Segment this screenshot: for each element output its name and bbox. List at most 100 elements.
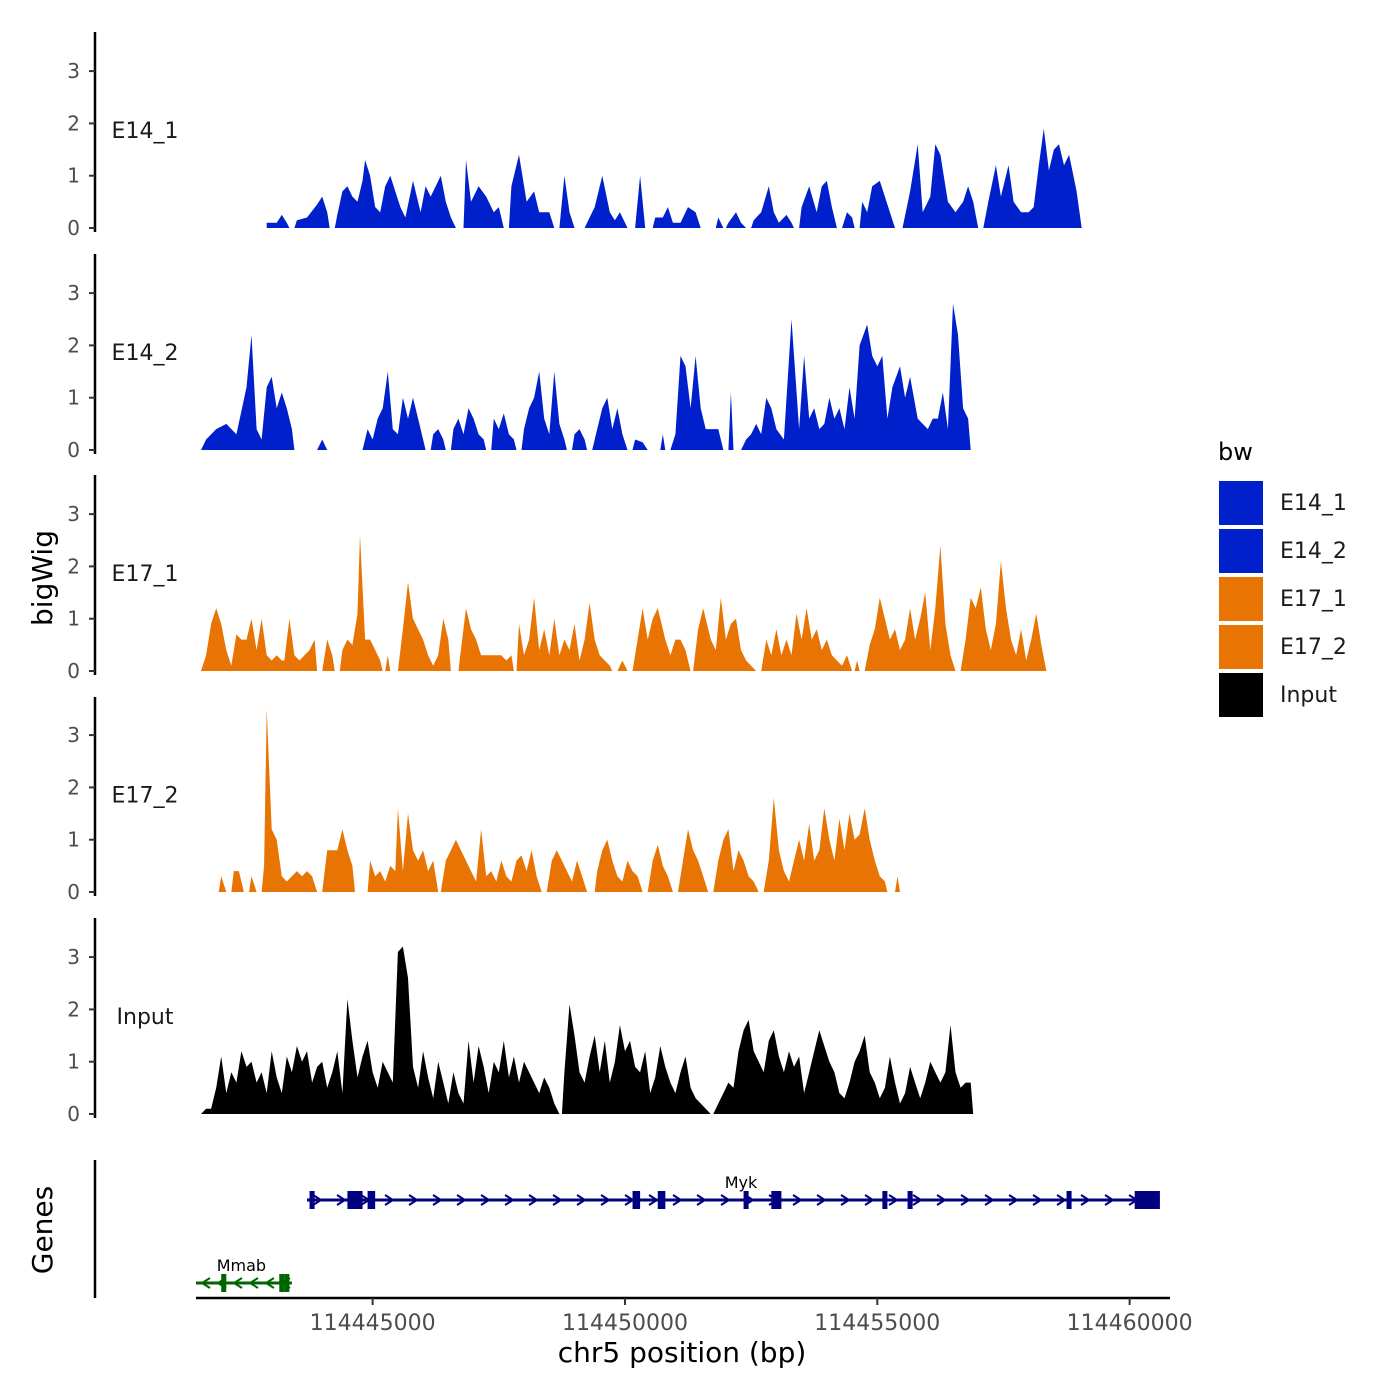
y-tick-label: 0 [67,438,80,462]
gene-Myk: Myk [307,1173,1160,1209]
legend-entry-E14_1: E14_1 [1217,479,1347,527]
legend-label: E17_2 [1280,635,1347,660]
track-E17_2: 0 1 2 3 E17_2 [67,697,900,904]
legend-entry-E14_2: E14_2 [1217,527,1347,575]
strand-arrow [720,1194,731,1206]
area-Input [201,946,974,1114]
track-label: E17_1 [112,562,179,587]
legend: bw E14_1 E14_2 E17_1 E17_2 Input [1217,438,1347,719]
y-tick-label: 3 [67,281,80,305]
strand-arrow [936,1194,947,1206]
exon-block [309,1191,315,1209]
y-tick-label: 3 [67,723,80,747]
strand-arrow [600,1194,611,1206]
strand-arrow [264,1277,275,1289]
y-tick-label: 2 [67,554,80,578]
y-tick-label: 3 [67,59,80,83]
strand-arrow [792,1194,803,1206]
y-tick-label: 0 [67,659,80,683]
track-E17_1: 0 1 2 3 E17_1 [67,475,1047,683]
y-tick-label: 1 [67,828,80,852]
legend-label: Input [1280,683,1337,708]
x-tick-label: 114460000 [1067,1311,1193,1336]
area-E14_1 [266,128,1082,228]
legend-entry-Input: Input [1217,671,1337,719]
strand-arrow [200,1277,211,1289]
exon-block [284,1274,290,1292]
exon-block [743,1191,749,1209]
x-axis: 114445000 114450000 114455000 114460000 [196,1296,1193,1336]
legend-swatch [1217,479,1265,527]
strand-arrow [864,1194,875,1206]
exon-block [632,1191,641,1209]
strand-arrow [504,1194,515,1206]
strand-arrow [672,1194,683,1206]
y-axis-title: bigWig [26,530,59,626]
strand-arrow [696,1194,707,1206]
strand-arrow [384,1194,395,1206]
genes-panel: Myk Mmab [93,1160,1160,1298]
exon-block [1134,1191,1160,1209]
y-tick-label: 2 [67,333,80,357]
y-tick-label: 1 [67,607,80,631]
track-label: E14_2 [112,341,179,366]
gene-label: Mmab [217,1256,266,1275]
y-tick-label: 3 [67,502,80,526]
strand-arrow [232,1277,243,1289]
area-E17_1 [201,535,1047,671]
legend-swatch [1217,527,1265,575]
x-axis-title: chr5 position (bp) [558,1336,807,1369]
strand-arrow [888,1194,899,1206]
strand-arrow [912,1194,923,1206]
legend-entry-E17_2: E17_2 [1217,623,1347,671]
legend-label: E17_1 [1280,587,1347,612]
area-E17_2 [218,709,900,892]
strand-arrow [960,1194,971,1206]
legend-label: E14_2 [1280,539,1347,564]
y-tick-label: 2 [67,775,80,799]
exon-block [657,1191,666,1209]
strand-arrow [1104,1194,1115,1206]
strand-arrow [1056,1194,1067,1206]
strand-arrow [336,1194,347,1206]
legend-swatch [1217,671,1265,719]
track-label: E14_1 [112,119,179,144]
legend-swatch [1217,623,1265,671]
exon-block [1066,1191,1072,1209]
strand-arrow [552,1194,563,1206]
strand-arrow [432,1194,443,1206]
x-tick-label: 114450000 [562,1311,688,1336]
gene-label: Myk [725,1173,758,1192]
x-tick-label: 114455000 [814,1311,940,1336]
track-Input: 0 1 2 3 Input [67,918,974,1126]
strand-arrow [480,1194,491,1206]
track-E14_1: 0 1 2 3 E14_1 [67,32,1082,240]
legend-title: bw [1218,438,1253,466]
exon-block [279,1274,285,1292]
exon-block [347,1191,363,1209]
signal-tracks: 0 1 2 3 E14_1 0 1 2 3 E14_2 0 1 2 3 E17_1 0 1 2 3 E17_2 0 1 2 3… [67,32,1082,1126]
track-E14_2: 0 1 2 3 E14_2 [67,254,971,462]
strand-arrow [648,1194,659,1206]
y-tick-label: 0 [67,880,80,904]
y-tick-label: 1 [67,164,80,188]
area-E14_2 [201,303,971,450]
exon-block [882,1191,888,1209]
exon-block [221,1274,227,1292]
genes-axis-title: Genes [26,1186,59,1274]
legend-entry-E17_1: E17_1 [1217,575,1347,623]
strand-arrow [840,1194,851,1206]
strand-arrow [528,1194,539,1206]
exon-block [907,1191,913,1209]
strand-arrow [408,1194,419,1206]
strand-arrow [248,1277,259,1289]
legend-label: E14_1 [1280,491,1347,516]
x-tick-label: 114445000 [310,1311,436,1336]
exon-block [771,1191,782,1209]
strand-arrow [1008,1194,1019,1206]
y-tick-label: 1 [67,1050,80,1074]
legend-swatch [1217,575,1265,623]
strand-arrow [312,1194,323,1206]
strand-arrow [576,1194,587,1206]
